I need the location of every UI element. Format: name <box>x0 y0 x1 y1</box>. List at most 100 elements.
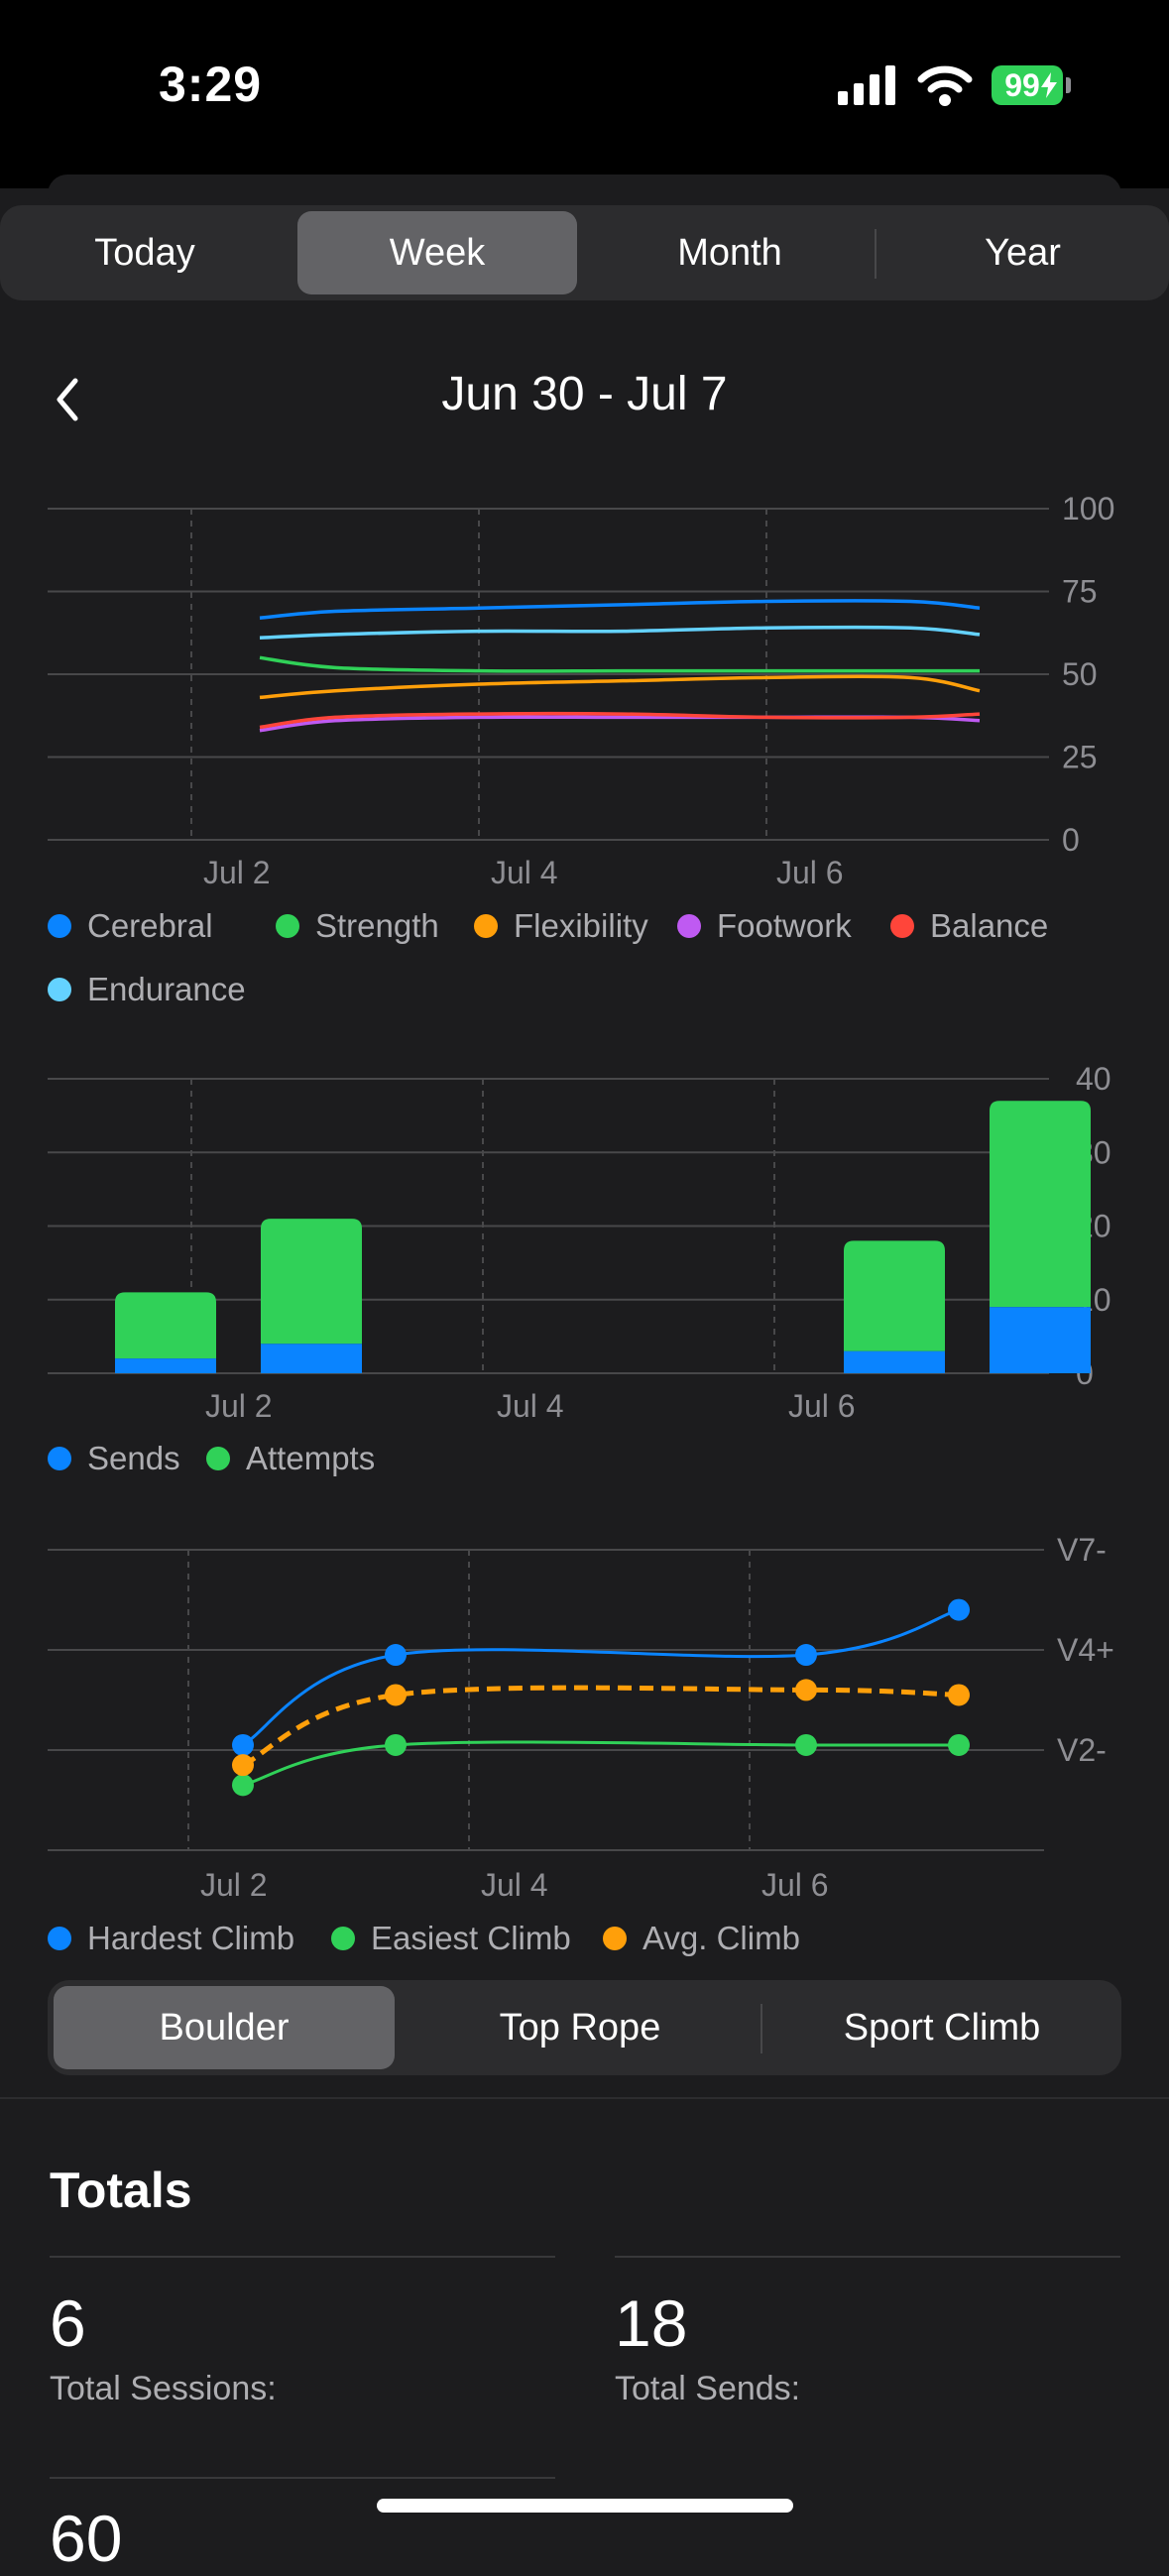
totals-title: Totals <box>50 2163 192 2218</box>
tab-today[interactable]: Today <box>94 231 195 274</box>
attributes-legend: Cerebral Strength Flexibility Footwork Balan… <box>48 907 1138 1016</box>
legend-label: Attempts <box>246 1440 376 1476</box>
data-point <box>948 1598 970 1621</box>
tab-week[interactable]: Week <box>297 211 577 294</box>
legend-swatch <box>48 1447 71 1470</box>
x-tick-label: Jul 4 <box>481 1867 548 1903</box>
next-total-value: 60 <box>50 2502 123 2575</box>
legend-label: Endurance <box>87 971 246 1007</box>
section-separator <box>0 2097 1169 2099</box>
y-tick-label: 50 <box>1062 656 1098 692</box>
date-range-title: Jun 30 - Jul 7 <box>441 368 728 420</box>
totals-divider <box>50 2477 555 2479</box>
tab-year[interactable]: Year <box>985 231 1061 274</box>
sends-bar <box>844 1350 945 1373</box>
tab-divider <box>875 229 877 279</box>
data-point <box>232 1754 254 1777</box>
y-tick-label: 100 <box>1062 491 1114 527</box>
legend-swatch <box>276 914 299 938</box>
legend-label: Balance <box>930 907 1049 944</box>
series-line <box>241 1685 960 1768</box>
legend-swatch <box>677 914 701 938</box>
data-point <box>385 1684 407 1706</box>
x-tick-label: Jul 4 <box>497 1388 564 1424</box>
legend-item: Hardest Climb <box>48 1920 294 1957</box>
tab-month[interactable]: Month <box>677 231 782 274</box>
series-line <box>259 625 981 641</box>
series-line <box>259 711 981 730</box>
data-point <box>948 1733 970 1756</box>
x-tick-label: Jul 6 <box>776 855 844 890</box>
attempts-bar <box>261 1219 362 1345</box>
status-time: 3:29 <box>159 57 263 112</box>
data-point <box>795 1679 817 1701</box>
series-line <box>259 674 981 700</box>
legend-item: Attempts <box>206 1440 375 1477</box>
legend-label: Cerebral <box>87 907 213 944</box>
data-point <box>232 1733 254 1756</box>
legend-swatch <box>603 1927 627 1950</box>
legend-item: Endurance <box>48 971 246 1008</box>
charging-bolt-icon <box>1041 72 1057 98</box>
tab-top-rope[interactable]: Top Rope <box>499 2006 661 2049</box>
legend-item: Avg. Climb <box>603 1920 800 1957</box>
sends-legend: Sends Attempts <box>48 1440 1138 1489</box>
legend-item: Strength <box>276 907 439 945</box>
battery-cap <box>1066 77 1071 93</box>
legend-label: Sends <box>87 1440 180 1476</box>
wifi-icon <box>917 65 973 106</box>
climb-type-tabs: Boulder Top Rope Sport Climb <box>48 1980 1121 2075</box>
legend-item: Flexibility <box>474 907 648 945</box>
attempts-bar <box>844 1240 945 1351</box>
y-tick-label: V2- <box>1057 1732 1107 1768</box>
battery-icon: 99 <box>992 65 1063 105</box>
data-point <box>385 1733 407 1756</box>
y-tick-label: V4+ <box>1057 1632 1114 1668</box>
legend-label: Easiest Climb <box>371 1920 571 1956</box>
series-line <box>242 1608 960 1747</box>
battery-level: 99 <box>1004 66 1040 103</box>
x-tick-label: Jul 2 <box>203 855 271 890</box>
legend-label: Footwork <box>717 907 852 944</box>
attempts-bar <box>990 1101 1091 1308</box>
data-point <box>385 1644 407 1667</box>
tab-sport-climb[interactable]: Sport Climb <box>843 2006 1041 2049</box>
legend-label: Flexibility <box>514 907 648 944</box>
legend-label: Hardest Climb <box>87 1920 295 1956</box>
totals-divider <box>50 2256 555 2258</box>
signal-icon <box>838 65 895 105</box>
legend-swatch <box>48 978 71 1001</box>
total-sessions-value: 6 <box>50 2286 86 2360</box>
legend-swatch <box>206 1447 230 1470</box>
y-tick-label: 25 <box>1062 740 1098 775</box>
legend-swatch <box>890 914 914 938</box>
attempts-bar <box>115 1292 216 1359</box>
series-line <box>259 599 981 620</box>
x-tick-label: Jul 6 <box>788 1388 856 1424</box>
sends-bar <box>990 1307 1091 1373</box>
legend-item: Footwork <box>677 907 852 945</box>
legend-item: Sends <box>48 1440 180 1477</box>
y-tick-label: 0 <box>1062 822 1080 858</box>
back-chevron-icon[interactable] <box>50 375 89 424</box>
range-tabs: Today Week Month Year <box>0 205 1169 300</box>
x-tick-label: Jul 4 <box>491 855 558 890</box>
tab-boulder[interactable]: Boulder <box>54 1986 395 2069</box>
data-point <box>795 1644 817 1667</box>
sends-bar <box>261 1344 362 1373</box>
attributes-line-chart: 100 75 50 25 0 Jul 2 Jul 4 Jul 6 <box>48 491 1114 890</box>
legend-swatch <box>474 914 498 938</box>
series-line <box>259 655 980 673</box>
sends-bar <box>115 1358 216 1373</box>
y-tick-label: 40 <box>1076 1061 1111 1097</box>
grades-line-chart: V7- V4+ V2- Jul 2 Jul 4 Jul 6 <box>48 1532 1114 1903</box>
status-bar: 3:29 99 <box>0 0 1169 188</box>
total-sends-value: 18 <box>615 2286 688 2360</box>
x-tick-label: Jul 2 <box>200 1867 268 1903</box>
legend-swatch <box>331 1927 355 1950</box>
totals-divider <box>615 2256 1120 2258</box>
data-point <box>795 1733 817 1756</box>
home-indicator[interactable] <box>377 2499 793 2513</box>
total-sessions-label: Total Sessions: <box>50 2370 277 2407</box>
